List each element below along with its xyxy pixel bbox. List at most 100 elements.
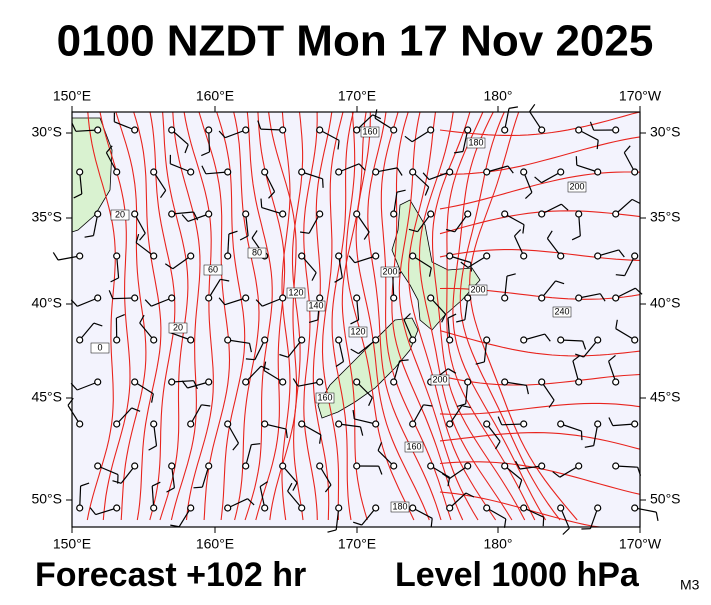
station [576, 295, 582, 301]
station [243, 127, 249, 133]
station [206, 295, 212, 301]
station [447, 169, 453, 175]
station [95, 379, 101, 385]
station [410, 169, 416, 175]
station [576, 463, 582, 469]
station [613, 379, 619, 385]
station [595, 505, 601, 511]
station [317, 379, 323, 385]
station [595, 421, 601, 427]
station [225, 421, 231, 427]
station [502, 211, 508, 217]
station [95, 295, 101, 301]
lat-tick-right: 30°S [650, 124, 681, 140]
contour-label: 160 [406, 441, 421, 451]
lon-tick-bottom: 170°W [619, 536, 662, 552]
lon-tick-top: 160°E [196, 88, 234, 104]
station [336, 337, 342, 343]
station [280, 295, 286, 301]
station [243, 211, 249, 217]
station [484, 421, 490, 427]
contour-label: 20 [115, 209, 125, 219]
station [95, 463, 101, 469]
lat-tick-right: 40°S [650, 295, 681, 311]
station [280, 127, 286, 133]
station [188, 253, 194, 259]
station [428, 295, 434, 301]
station [484, 169, 490, 175]
station [428, 211, 434, 217]
station [151, 505, 157, 511]
station [632, 337, 638, 343]
station [632, 505, 638, 511]
barb-feather [194, 487, 203, 488]
station [613, 211, 619, 217]
station [132, 295, 138, 301]
station [206, 127, 212, 133]
lon-tick-bottom: 170°E [338, 536, 376, 552]
station [428, 127, 434, 133]
station [336, 421, 342, 427]
contour-label: 160 [317, 392, 332, 402]
barb-feather [328, 530, 337, 532]
station [447, 253, 453, 259]
station [539, 463, 545, 469]
station [336, 505, 342, 511]
station [632, 253, 638, 259]
station [613, 127, 619, 133]
station [299, 505, 305, 511]
station [576, 379, 582, 385]
station [132, 211, 138, 217]
station [410, 421, 416, 427]
lon-tick-top: 180° [484, 88, 513, 104]
station [336, 253, 342, 259]
station [317, 127, 323, 133]
station [447, 505, 453, 511]
station [465, 211, 471, 217]
barb-feather [656, 512, 658, 521]
station [243, 295, 249, 301]
barb-feather [563, 528, 570, 534]
station [576, 127, 582, 133]
station [77, 421, 83, 427]
station [391, 211, 397, 217]
station [391, 463, 397, 469]
station [132, 127, 138, 133]
station [151, 337, 157, 343]
station [151, 169, 157, 175]
lon-tick-top: 150°E [53, 88, 91, 104]
lat-tick-right: 45°S [650, 389, 681, 405]
contour-label: 200 [470, 284, 485, 294]
station [391, 379, 397, 385]
station [410, 337, 416, 343]
station [114, 337, 120, 343]
lat-tick-right: 50°S [650, 491, 681, 507]
station [169, 463, 175, 469]
station [243, 463, 249, 469]
station [77, 253, 83, 259]
station [299, 421, 305, 427]
station [539, 379, 545, 385]
contour-label: 140 [308, 300, 323, 310]
station [558, 169, 564, 175]
station [132, 463, 138, 469]
station [262, 169, 268, 175]
station [354, 127, 360, 133]
station [595, 169, 601, 175]
station [521, 421, 527, 427]
station [354, 211, 360, 217]
station [225, 253, 231, 259]
station [280, 463, 286, 469]
station [225, 169, 231, 175]
station [262, 505, 268, 511]
barb-feather [471, 263, 472, 272]
station [539, 127, 545, 133]
contour-label: 200 [432, 374, 447, 384]
station [169, 379, 175, 385]
station [299, 337, 305, 343]
barb-feather [246, 359, 255, 360]
station [336, 169, 342, 175]
contour-label: 80 [252, 247, 262, 257]
station [280, 211, 286, 217]
